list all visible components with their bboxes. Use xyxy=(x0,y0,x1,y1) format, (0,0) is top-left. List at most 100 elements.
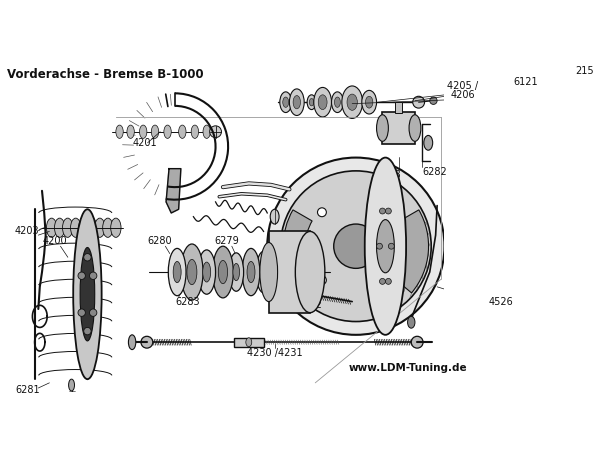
Ellipse shape xyxy=(307,95,316,110)
Wedge shape xyxy=(395,210,428,293)
Ellipse shape xyxy=(141,336,153,348)
Ellipse shape xyxy=(260,263,267,281)
Ellipse shape xyxy=(62,218,73,237)
Text: 6121: 6121 xyxy=(514,77,538,87)
Ellipse shape xyxy=(84,328,91,335)
Ellipse shape xyxy=(314,87,332,117)
Ellipse shape xyxy=(78,272,85,280)
Ellipse shape xyxy=(203,125,211,138)
Ellipse shape xyxy=(168,248,186,296)
Ellipse shape xyxy=(293,96,301,109)
Ellipse shape xyxy=(310,98,314,106)
Text: 4208: 4208 xyxy=(377,169,401,179)
Wedge shape xyxy=(283,210,312,283)
Ellipse shape xyxy=(233,263,239,281)
Text: www.LDM-Tuning.de: www.LDM-Tuning.de xyxy=(349,363,467,373)
Ellipse shape xyxy=(191,125,199,138)
Ellipse shape xyxy=(46,218,57,237)
Polygon shape xyxy=(166,169,181,213)
Ellipse shape xyxy=(260,242,278,302)
Ellipse shape xyxy=(409,115,421,141)
Text: 4230 /4231: 4230 /4231 xyxy=(247,348,302,358)
Ellipse shape xyxy=(385,208,394,217)
Ellipse shape xyxy=(385,279,391,284)
Ellipse shape xyxy=(139,125,147,138)
Text: 4203: 4203 xyxy=(15,226,40,236)
Ellipse shape xyxy=(385,208,391,214)
Text: 4201: 4201 xyxy=(133,138,157,148)
Text: 4206: 4206 xyxy=(451,90,475,100)
Ellipse shape xyxy=(332,92,343,112)
Ellipse shape xyxy=(407,316,415,328)
Ellipse shape xyxy=(317,208,326,217)
Ellipse shape xyxy=(385,276,394,284)
Text: 6280: 6280 xyxy=(148,236,172,246)
Ellipse shape xyxy=(79,218,89,237)
Ellipse shape xyxy=(164,125,171,138)
Ellipse shape xyxy=(116,125,123,138)
Text: 6282: 6282 xyxy=(422,167,447,178)
Ellipse shape xyxy=(181,244,203,300)
Ellipse shape xyxy=(95,218,105,237)
Ellipse shape xyxy=(380,279,385,284)
Ellipse shape xyxy=(89,272,97,280)
Ellipse shape xyxy=(84,254,91,261)
Ellipse shape xyxy=(424,135,433,150)
Ellipse shape xyxy=(365,158,406,335)
Ellipse shape xyxy=(342,86,362,118)
Ellipse shape xyxy=(71,218,81,237)
Ellipse shape xyxy=(281,171,431,322)
Text: 215: 215 xyxy=(575,66,594,76)
Ellipse shape xyxy=(89,309,97,316)
Ellipse shape xyxy=(86,218,97,237)
Text: 4205 /: 4205 / xyxy=(448,81,479,91)
Bar xyxy=(382,112,415,145)
Ellipse shape xyxy=(203,262,211,282)
Ellipse shape xyxy=(317,276,326,284)
Ellipse shape xyxy=(365,96,373,108)
Ellipse shape xyxy=(55,218,65,237)
Ellipse shape xyxy=(413,96,425,108)
Ellipse shape xyxy=(256,251,271,293)
Ellipse shape xyxy=(212,246,233,298)
Bar xyxy=(269,231,310,313)
Ellipse shape xyxy=(78,309,85,316)
Text: 6281: 6281 xyxy=(15,385,40,395)
Ellipse shape xyxy=(73,209,101,379)
Text: Vorderachse - Bremse B-1000: Vorderachse - Bremse B-1000 xyxy=(7,68,204,81)
Ellipse shape xyxy=(247,261,255,283)
Ellipse shape xyxy=(270,209,279,224)
Ellipse shape xyxy=(110,218,121,237)
Ellipse shape xyxy=(173,261,181,283)
Ellipse shape xyxy=(267,158,445,335)
Ellipse shape xyxy=(242,248,260,296)
Ellipse shape xyxy=(198,250,215,294)
Ellipse shape xyxy=(295,231,325,313)
Ellipse shape xyxy=(411,336,423,348)
Ellipse shape xyxy=(289,89,304,116)
Ellipse shape xyxy=(318,95,327,110)
Ellipse shape xyxy=(151,125,158,138)
Ellipse shape xyxy=(127,125,134,138)
Text: 6283: 6283 xyxy=(175,297,200,307)
Ellipse shape xyxy=(380,208,385,214)
Ellipse shape xyxy=(334,97,340,107)
Ellipse shape xyxy=(209,126,221,138)
Ellipse shape xyxy=(283,97,289,107)
Ellipse shape xyxy=(377,243,382,249)
Ellipse shape xyxy=(229,253,244,291)
Ellipse shape xyxy=(280,92,292,112)
Ellipse shape xyxy=(80,247,95,341)
Bar xyxy=(234,338,263,347)
Ellipse shape xyxy=(377,115,388,141)
Ellipse shape xyxy=(179,125,186,138)
Ellipse shape xyxy=(388,243,394,249)
Text: 4200: 4200 xyxy=(43,236,68,246)
Ellipse shape xyxy=(128,335,136,350)
Ellipse shape xyxy=(68,379,74,391)
Bar xyxy=(395,102,403,112)
Text: 6279: 6279 xyxy=(214,236,239,246)
Ellipse shape xyxy=(430,97,437,104)
Ellipse shape xyxy=(334,224,378,268)
Ellipse shape xyxy=(347,94,358,111)
